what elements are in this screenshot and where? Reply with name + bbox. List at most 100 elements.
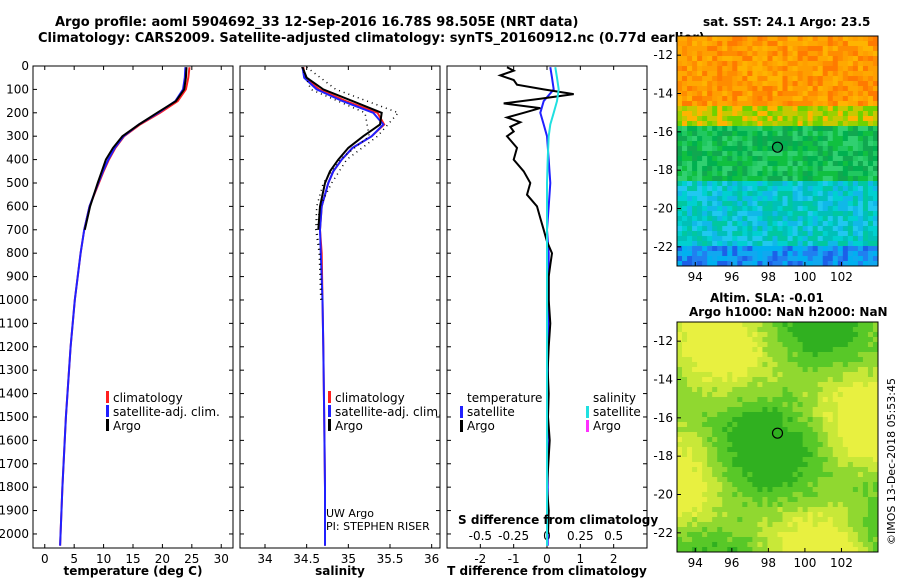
map-cell: [762, 377, 768, 383]
map-cell: [827, 131, 834, 137]
map-cell: [697, 256, 703, 262]
map-cell: [772, 221, 778, 227]
map-cell: [812, 492, 819, 498]
map-cell: [712, 427, 718, 433]
map-cell: [722, 417, 728, 423]
legend-marker-t-satellite: [460, 406, 463, 418]
map-cell: [777, 497, 783, 503]
map-cell: [747, 241, 753, 247]
map-cell: [702, 151, 708, 157]
map-cell: [687, 176, 693, 182]
map-cell: [852, 372, 859, 378]
map-cell: [792, 322, 799, 328]
map-cell: [682, 362, 688, 368]
map-cell: [822, 427, 829, 433]
map-cell: [862, 141, 869, 147]
map-cell: [847, 412, 854, 418]
map-cell: [807, 512, 814, 518]
map-cell: [852, 106, 859, 112]
map-cell: [847, 472, 854, 478]
map-cell: [732, 322, 738, 328]
map-cell: [677, 482, 683, 488]
map-cell: [872, 121, 879, 127]
map-cell: [832, 517, 839, 523]
map-cell: [682, 201, 688, 207]
map-cell: [692, 81, 698, 87]
map-cell: [762, 372, 768, 378]
map-cell: [837, 542, 844, 548]
map-cell: [747, 61, 753, 67]
map-cell: [737, 422, 743, 428]
y-tick-label: 1000: [0, 293, 29, 307]
map-cell: [772, 357, 778, 363]
map-cell: [697, 101, 703, 107]
map-cell: [762, 131, 768, 137]
map-cell: [797, 51, 804, 57]
map-cell: [777, 161, 783, 167]
map-cell: [762, 121, 768, 127]
map-cell: [737, 226, 743, 232]
map-cell: [722, 76, 728, 82]
map-cell: [707, 56, 713, 62]
map-cell: [697, 251, 703, 257]
map-cell: [732, 437, 738, 443]
map-cell: [762, 141, 768, 147]
map-cell: [682, 472, 688, 478]
map-cell: [837, 226, 844, 232]
map-cell: [822, 201, 829, 207]
map-cell: [832, 231, 839, 237]
map-cell: [872, 397, 879, 403]
map-cell: [837, 342, 844, 348]
map-cell: [827, 477, 834, 483]
map-cell: [677, 236, 683, 242]
map-cell: [777, 392, 783, 398]
map-cell: [867, 176, 874, 182]
map-cell: [862, 186, 869, 192]
map-cell: [792, 241, 799, 247]
map-cell: [707, 492, 713, 498]
map-cell: [802, 417, 809, 423]
map-cell: [827, 251, 834, 257]
map-cell: [737, 432, 743, 438]
map-cell: [797, 71, 804, 77]
map-cell: [762, 442, 768, 448]
map-cell: [682, 492, 688, 498]
map-cell: [842, 56, 849, 62]
map-cell: [867, 171, 874, 177]
map-cell: [792, 231, 799, 237]
map-cell: [867, 111, 874, 117]
map-cell: [682, 146, 688, 152]
map-cell: [862, 136, 869, 142]
map-cell: [797, 161, 804, 167]
map-cell: [767, 126, 773, 132]
map-cell: [707, 432, 713, 438]
map-cell: [747, 196, 753, 202]
map-cell: [722, 231, 728, 237]
map-cell: [807, 482, 814, 488]
map-cell: [857, 196, 864, 202]
map-cell: [777, 407, 783, 413]
map-cell: [837, 161, 844, 167]
map-cell: [827, 537, 834, 543]
map-cell: [817, 522, 824, 528]
map-cell: [697, 221, 703, 227]
map-cell: [752, 231, 758, 237]
map-cell: [797, 151, 804, 157]
map-cell: [737, 151, 743, 157]
map-cell: [732, 487, 738, 493]
map-cell: [792, 116, 799, 122]
map-cell: [742, 442, 748, 448]
map-cell: [832, 161, 839, 167]
map-cell: [742, 101, 748, 107]
legend-label-climatology: climatology: [335, 391, 405, 405]
map-cell: [757, 226, 763, 232]
map-cell: [732, 151, 738, 157]
map-cell: [782, 537, 788, 543]
map-cell: [867, 236, 874, 242]
map-cell: [687, 492, 693, 498]
map-cell: [717, 447, 723, 453]
map-cell: [702, 422, 708, 428]
map-cell: [712, 447, 718, 453]
map-cell: [687, 527, 693, 533]
map-cell: [832, 357, 839, 363]
